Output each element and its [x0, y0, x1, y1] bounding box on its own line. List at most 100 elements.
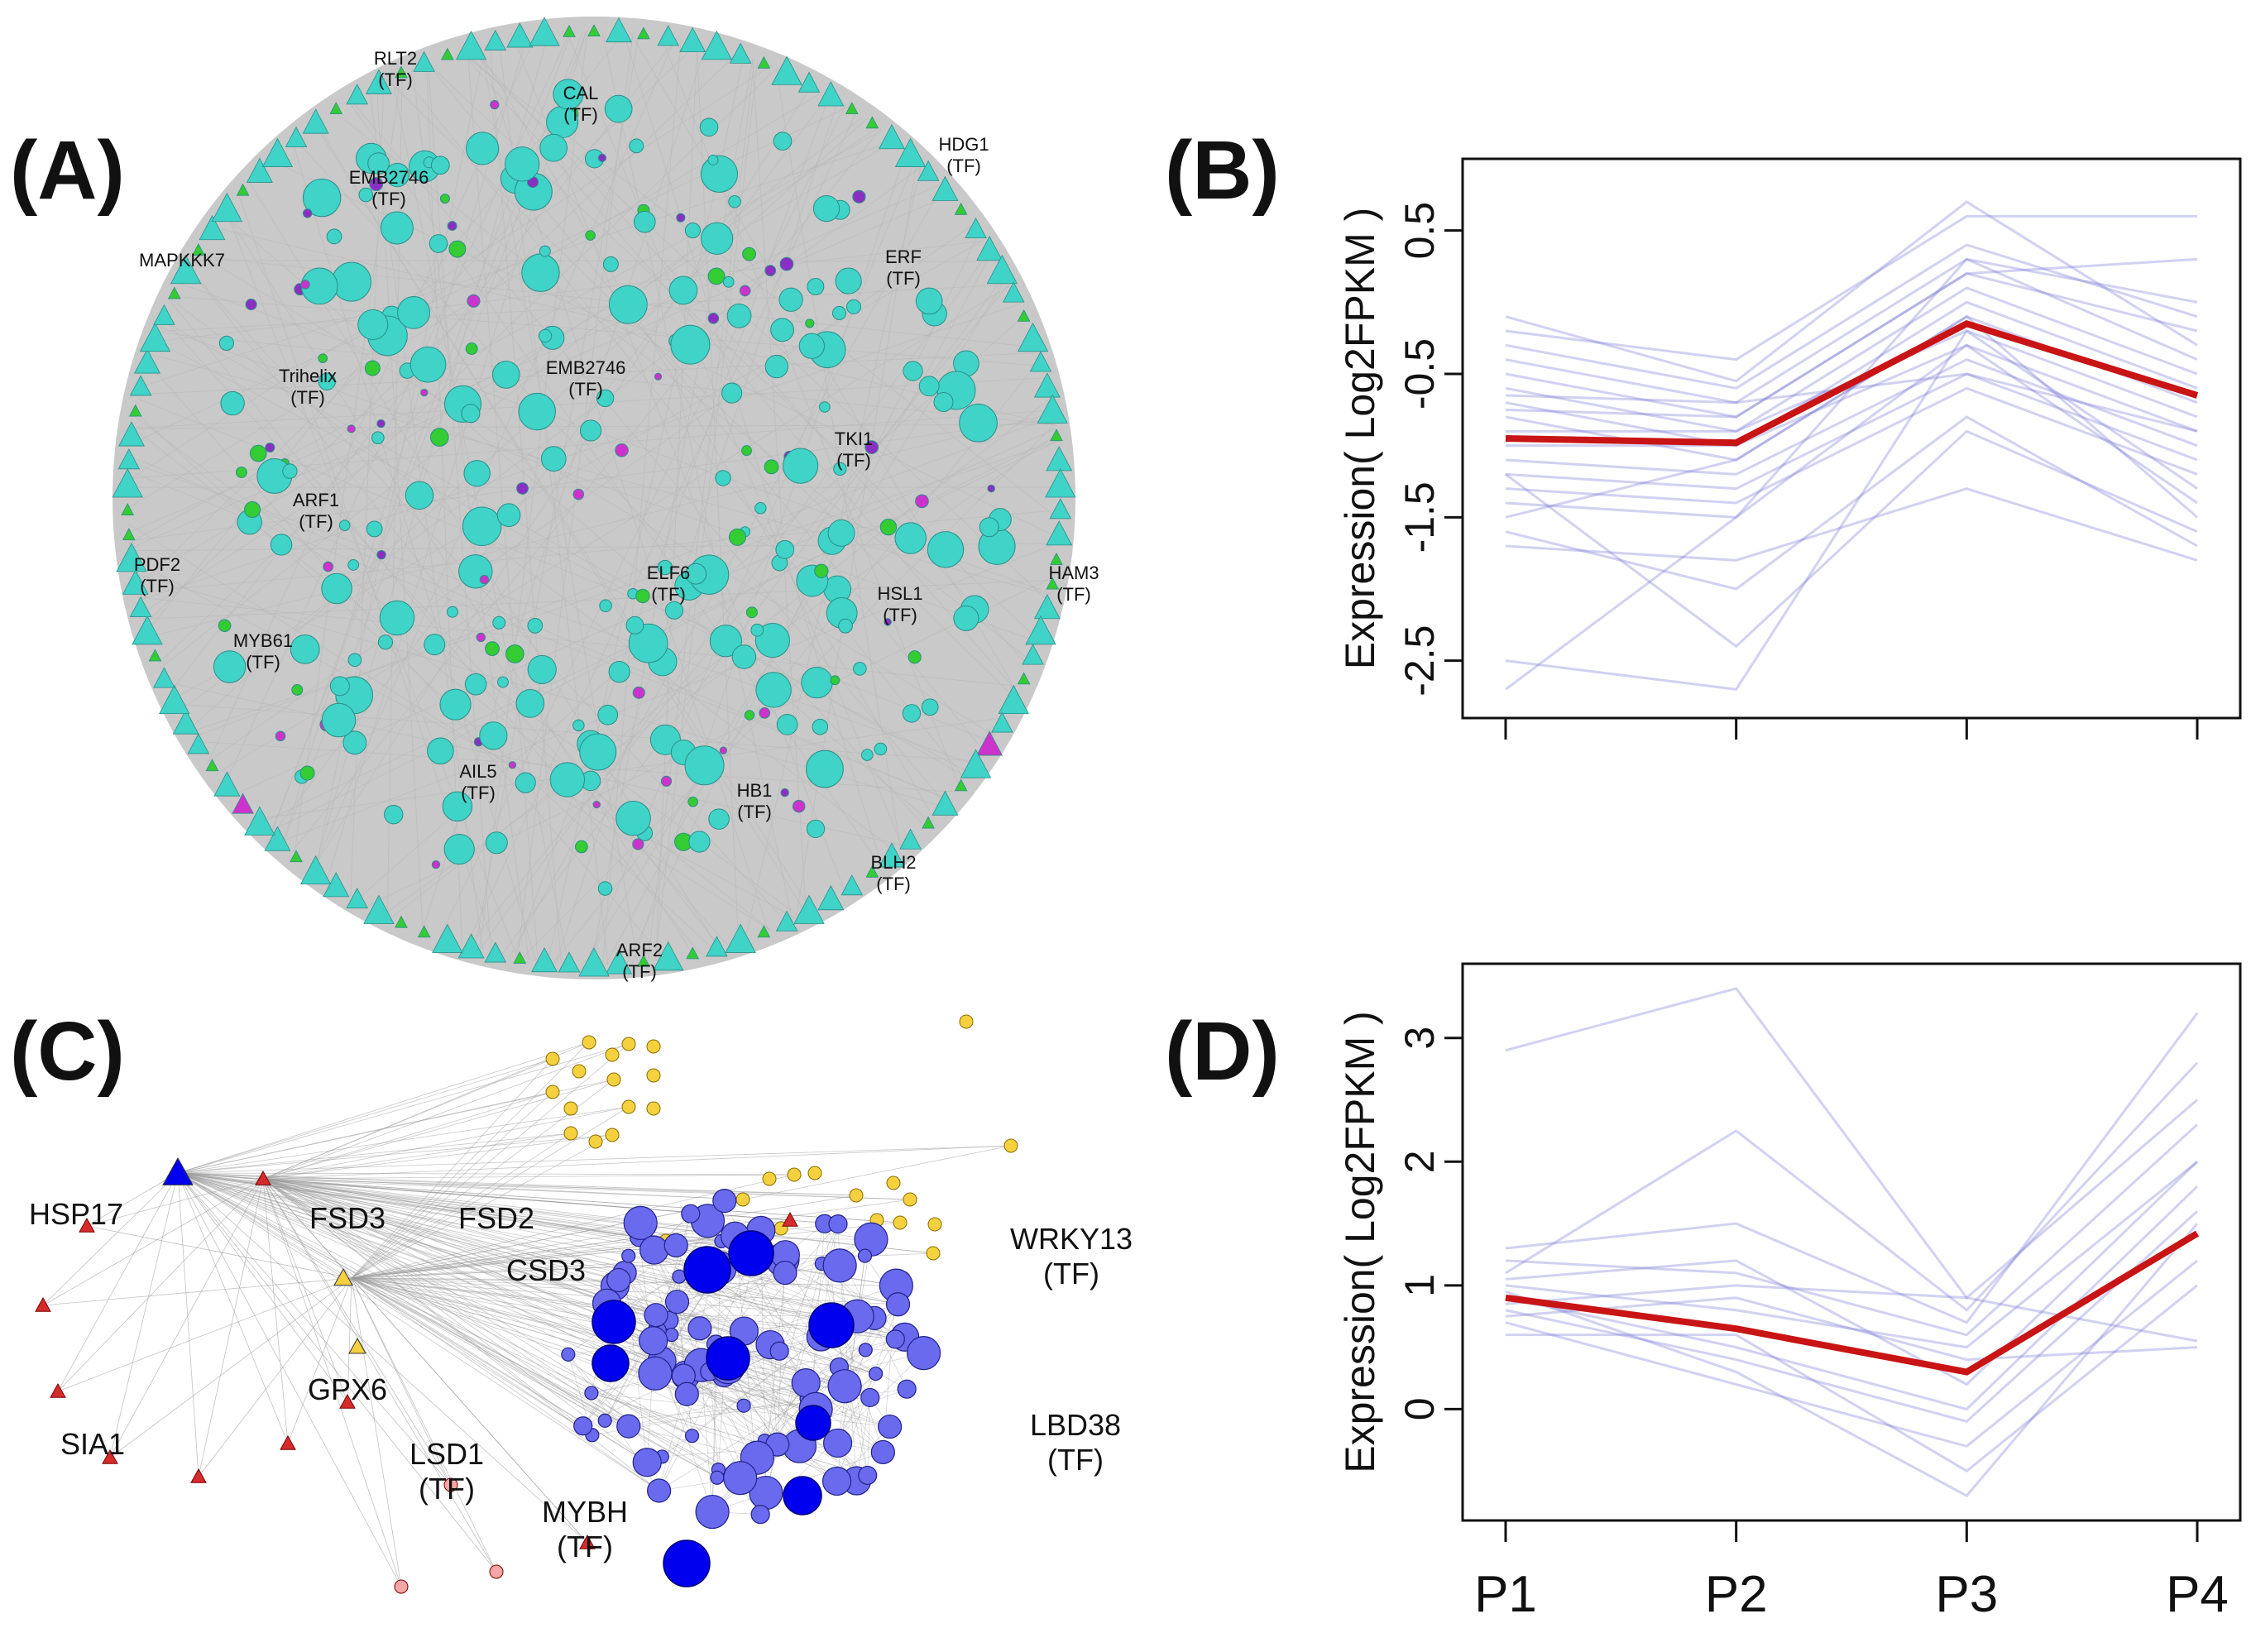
series-line — [1505, 1099, 2198, 1305]
network-a-circle-node — [726, 303, 752, 328]
network-a-label-tf: (TF) — [946, 156, 981, 176]
network-a-circle-node — [299, 765, 315, 781]
network-c-edge — [606, 1302, 821, 1338]
network-a-circle-node — [792, 799, 806, 813]
chart-b: 0.5 -0.5 -1.5 -2.5 Expression( Log2FPKM ) — [1337, 157, 2242, 740]
network-a-triangle-node — [865, 116, 879, 129]
network-a-circle-node — [721, 382, 743, 404]
network-a-edge — [225, 210, 519, 960]
network-c-blue-node — [597, 1413, 612, 1428]
network-a-labels: RLT2(TF)CAL(TF)HDG1(TF)EMB2746(TF)MAPKKK… — [134, 48, 1099, 982]
network-a-edge — [146, 361, 666, 960]
network-a-triangle-node — [1017, 322, 1049, 352]
network-a-circle-node — [628, 623, 668, 663]
network-c-edge — [351, 1277, 718, 1478]
network-a-circle-node — [707, 267, 726, 285]
network-c-edge — [744, 1330, 778, 1445]
network-c-edge — [709, 1372, 719, 1470]
network-c-edge — [262, 1178, 901, 1223]
network-c-yellow-node — [959, 1014, 974, 1029]
network-a-edge — [140, 141, 896, 388]
network-a-circle-node — [553, 79, 584, 110]
network-c-blue-node — [857, 1248, 873, 1263]
network-a-triangle-node — [395, 65, 408, 79]
network-c-edge — [351, 1277, 619, 1281]
network-c-blue-node — [821, 1466, 852, 1496]
x-tick-label: P1 — [1474, 1566, 1537, 1623]
network-a-label-tf: (TF) — [568, 379, 603, 400]
network-a-triangle-node — [232, 792, 254, 814]
network-a-circle-node — [265, 442, 275, 453]
network-a-circle-node — [778, 287, 803, 312]
network-a-circle-node — [894, 522, 927, 554]
network-a-label-tf: (TF) — [563, 104, 598, 125]
network-a-edge — [159, 326, 1039, 643]
network-c-edge — [351, 1043, 630, 1279]
network-a-edge — [438, 104, 846, 939]
network-a-circle-node — [806, 819, 826, 839]
network-a-label-tf: (TF) — [737, 802, 772, 822]
network-a-circle-node — [700, 155, 739, 193]
network-a-triangle-node — [290, 850, 303, 863]
network-a-circle-node — [338, 520, 351, 531]
network-a-triangle-node — [531, 946, 558, 973]
network-a-triangle-node — [729, 42, 752, 64]
network-a-circle-node — [741, 445, 752, 457]
network-a-triangle-node — [976, 235, 1003, 261]
network-c-edge — [351, 1041, 590, 1279]
series-line — [1505, 1061, 2199, 1312]
network-c-edge — [351, 1277, 593, 1436]
network-a-circle-node — [722, 275, 735, 288]
network-a-edge — [350, 80, 385, 897]
network-c-edge — [177, 1091, 553, 1174]
network-c-yellow-node — [886, 1176, 901, 1190]
network-a-circle-node — [539, 133, 568, 162]
network-c-edge — [591, 1392, 868, 1476]
network-c-edge — [821, 1263, 884, 1453]
network-a-triangle-node — [865, 864, 879, 878]
network-c-yellow-node — [646, 1068, 661, 1083]
network-a-circle-node — [504, 146, 540, 182]
network-a-edge — [647, 59, 755, 962]
network-a-circle-node — [585, 230, 596, 241]
network-a-circle-node — [933, 392, 954, 413]
network-a-edge — [149, 353, 1051, 596]
y-axis-label: Expression( Log2FPKM ) — [1337, 208, 1383, 670]
network-a-edge — [400, 72, 967, 781]
y-tick-label: -1.5 — [1396, 481, 1443, 553]
network-c-yellow-node — [588, 1134, 603, 1149]
network-a-edge — [467, 48, 539, 962]
network-c-edge — [262, 1178, 667, 1242]
network-c-edge — [351, 1277, 606, 1421]
network-a-triangle-node — [213, 771, 241, 797]
series-line — [1506, 343, 2198, 448]
network-c-yellow-node — [606, 1072, 621, 1087]
network-c-yellow-triangle — [333, 1267, 353, 1286]
network-a-label: AIL5 — [459, 761, 496, 782]
network-a-circle-node — [492, 615, 506, 630]
network-a-triangle-node — [395, 915, 408, 928]
network-a-edge — [601, 39, 682, 965]
network-c-blue-node — [584, 1386, 599, 1401]
network-a-triangle-node — [153, 304, 175, 325]
network-a-circle-node — [806, 749, 844, 788]
network-a-label: PDF2 — [134, 554, 180, 575]
network-a-label: ERF — [885, 247, 922, 267]
network-a-edge — [175, 703, 980, 762]
network-a-edge — [622, 31, 883, 866]
network-a-circle-node — [347, 653, 362, 668]
network-a-circle-node — [384, 804, 404, 825]
series-line — [1505, 1210, 2199, 1424]
network-c-pink-node — [394, 1579, 409, 1594]
network-a-triangle-node — [1050, 553, 1063, 565]
network-c-edge — [177, 1172, 199, 1477]
network-a-label: RLT2 — [374, 48, 417, 69]
network-c-blue-node — [632, 1448, 662, 1477]
network-a-triangle-node — [657, 25, 679, 46]
network-a-edge — [157, 68, 778, 665]
network-c-edge — [624, 1272, 648, 1463]
network-c-red-node — [782, 1211, 798, 1227]
y-tick-label: -0.5 — [1396, 338, 1443, 409]
network-a-circle-node — [742, 247, 756, 261]
network-a-triangle-node — [922, 816, 935, 829]
